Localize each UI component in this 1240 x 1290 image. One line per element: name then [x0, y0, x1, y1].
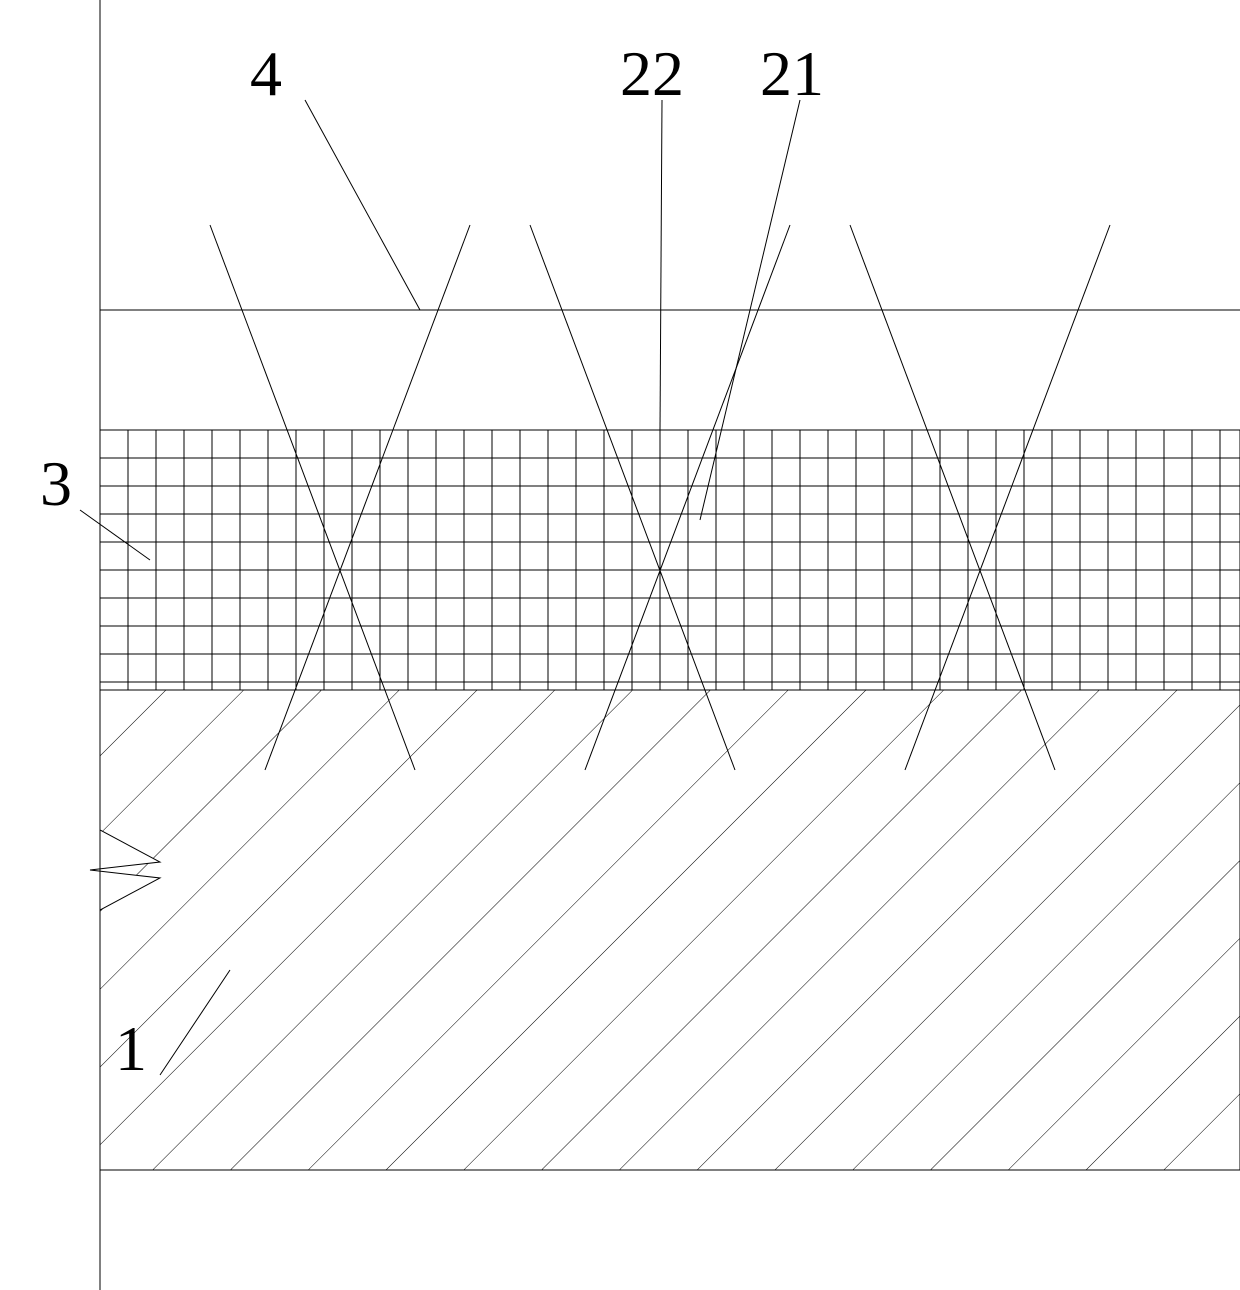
callout-21-label: 21	[760, 38, 824, 109]
hatched-layer	[90, 690, 1240, 1170]
callout-3-label: 3	[40, 448, 72, 519]
callout-1-label: 1	[115, 1013, 147, 1084]
callout-4-label: 4	[250, 38, 282, 109]
callout-22-label: 22	[620, 38, 684, 109]
